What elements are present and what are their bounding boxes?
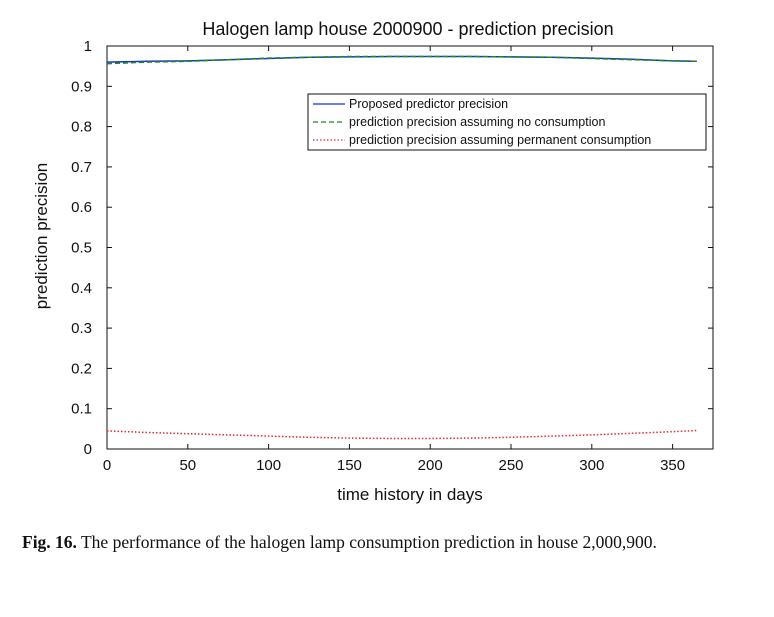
figure-caption: Fig. 16. The performance of the halogen … <box>22 531 724 554</box>
x-tick-label: 150 <box>337 457 362 474</box>
y-tick-label: 0.8 <box>71 119 92 136</box>
y-tick-label: 0 <box>84 441 92 458</box>
caption-label: Fig. 16. <box>22 532 77 552</box>
legend: Proposed predictor precision prediction … <box>307 93 707 151</box>
x-tick-label: 0 <box>103 457 111 474</box>
y-axis-label: prediction precision <box>32 163 51 309</box>
legend-label-proposed: Proposed predictor precision <box>349 97 508 111</box>
y-tick-label: 0.6 <box>71 199 92 216</box>
x-axis-label: time history in days <box>337 485 483 504</box>
series-line-1 <box>106 55 697 65</box>
caption-text: The performance of the halogen lamp cons… <box>76 532 657 552</box>
series-lines <box>106 55 697 440</box>
y-tick-label: 0.5 <box>71 240 92 257</box>
x-tick-label: 200 <box>418 457 443 474</box>
axis-ticks: 0 50 100 150 200 250 300 350 0 0.1 0.2 0.3 0.4 0.5 0.6… <box>71 38 713 474</box>
y-tick-label: 0.2 <box>71 360 92 377</box>
y-tick-label: 0.3 <box>71 320 92 337</box>
y-tick-label: 0.1 <box>71 401 92 418</box>
y-tick-label: 1 <box>84 38 92 55</box>
legend-label-permanent-consumption: prediction precision assuming permanent … <box>349 133 651 147</box>
x-tick-label: 250 <box>498 457 523 474</box>
y-tick-label: 0.9 <box>71 78 92 95</box>
chart: Halogen lamp house 2000900 - prediction … <box>32 19 714 504</box>
legend-box <box>307 93 707 151</box>
y-tick-label: 0.7 <box>71 159 92 176</box>
y-tick-label: 0.4 <box>71 280 92 297</box>
chart-title: Halogen lamp house 2000900 - prediction … <box>202 19 613 39</box>
x-tick-label: 350 <box>660 457 685 474</box>
series-line-2 <box>106 429 697 440</box>
legend-label-no-consumption: prediction precision assuming no consump… <box>349 115 605 129</box>
x-tick-label: 50 <box>179 457 196 474</box>
x-tick-label: 100 <box>256 457 281 474</box>
x-tick-label: 300 <box>579 457 604 474</box>
